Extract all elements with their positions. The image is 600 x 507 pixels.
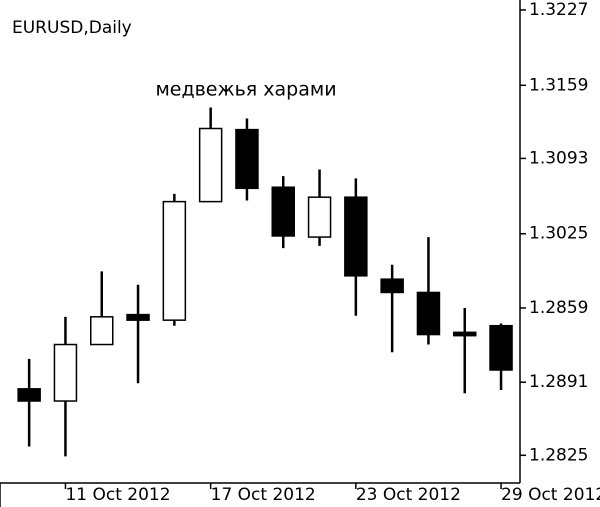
candle-body — [416, 291, 441, 336]
candle-body — [53, 343, 78, 402]
x-tick-label: 29 Oct 2012 — [501, 485, 600, 505]
y-tick-label: 1.2891 — [529, 372, 588, 392]
candle-body — [307, 196, 332, 238]
candle-body — [489, 324, 513, 371]
candle-body — [162, 200, 187, 321]
candle-body — [198, 127, 223, 203]
y-tick-label: 1.3159 — [529, 75, 588, 95]
x-tick-label: 11 Oct 2012 — [65, 485, 170, 505]
candle-body — [126, 313, 150, 321]
x-tick-label: 17 Oct 2012 — [211, 485, 316, 505]
y-tick-label: 1.2825 — [529, 445, 588, 465]
candle-body — [344, 196, 368, 277]
candle-body — [453, 331, 477, 337]
y-tick-label: 1.3025 — [529, 224, 588, 244]
candle-body — [380, 278, 404, 294]
chart-title: EURUSD,Daily — [12, 18, 132, 38]
y-tick-label: 1.3093 — [529, 148, 588, 168]
candle-body — [90, 316, 114, 346]
y-tick-label: 1.3227 — [529, 0, 588, 20]
annotation: медвежья харами — [155, 79, 336, 101]
candle-body — [17, 388, 41, 402]
x-tick-label: 23 Oct 2012 — [356, 485, 461, 505]
y-tick-label: 1.2859 — [529, 298, 588, 318]
candle-body — [235, 128, 259, 190]
candle-body — [271, 186, 295, 237]
